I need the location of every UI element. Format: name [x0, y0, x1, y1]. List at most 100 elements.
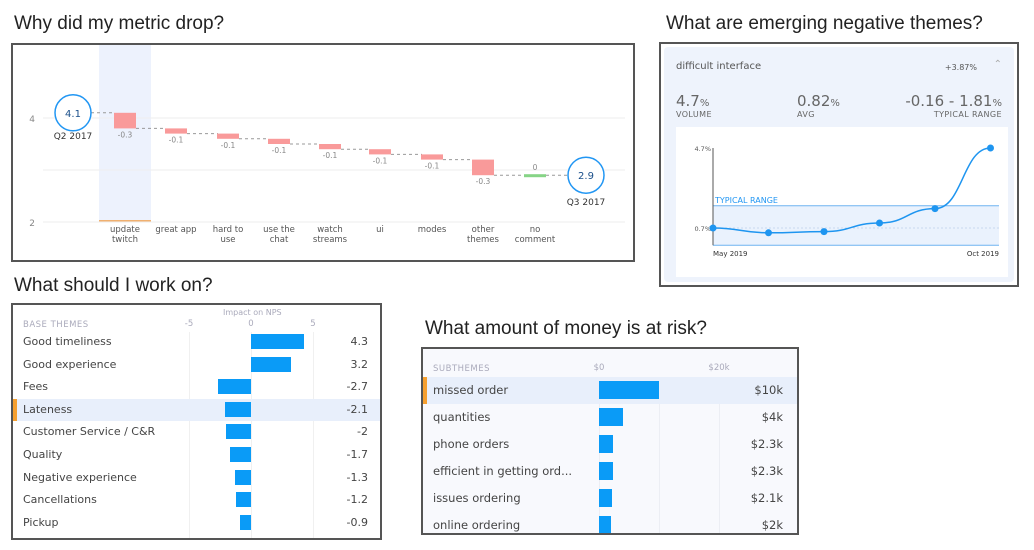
subtheme-row[interactable]: missed order $10k: [423, 377, 797, 404]
subtheme-row[interactable]: quantities $4k: [423, 404, 797, 431]
theme-label: Fees: [23, 380, 48, 394]
value-label: -0.1: [169, 136, 184, 145]
value-label: 0: [533, 163, 538, 172]
category-label: hard to: [213, 225, 244, 235]
impact-value: -1.7: [346, 448, 368, 461]
gridline: [251, 332, 252, 538]
theme-label: Cancellations: [23, 493, 97, 507]
stat-value: -0.16 - 1.81: [905, 92, 993, 110]
value-label: -0.1: [221, 141, 236, 150]
y-tick-label: 4: [29, 115, 35, 125]
theme-label: Customer Service / C&R: [23, 425, 156, 439]
stat-value: 0.82: [797, 92, 831, 110]
impact-value: -2.7: [346, 380, 368, 394]
theme-row[interactable]: Cancellations -1.2: [13, 489, 380, 511]
category-label: other: [472, 225, 495, 235]
stat-1: 0.82% AVG: [797, 91, 840, 119]
y-tick-label: 2: [29, 219, 35, 229]
data-point: [987, 144, 994, 152]
theme-label: Good timeliness: [23, 335, 112, 348]
x-tick-label: $0: [593, 363, 605, 373]
waterfall-bar: [165, 128, 187, 134]
money-bar: [599, 435, 613, 453]
stat-unit: %: [830, 98, 840, 109]
money-bar: [599, 516, 611, 533]
data-point: [765, 229, 772, 237]
category-label: themes: [467, 235, 499, 245]
stat-value: 4.7: [676, 92, 700, 110]
impact-value: -2: [357, 425, 368, 439]
impact-bar: [251, 356, 291, 372]
subtheme-row[interactable]: efficient in getting ord... $2.3k: [423, 458, 797, 485]
theme-row[interactable]: Good timeliness 4.3: [13, 331, 380, 353]
category-label: watch: [317, 225, 343, 235]
category-label: chat: [270, 235, 289, 245]
header-label: BASE THEMES: [23, 320, 89, 330]
stat-unit: %: [992, 98, 1002, 109]
theme-row[interactable]: Good experience 3.2: [13, 354, 380, 376]
theme-name: difficult interface: [676, 61, 762, 72]
header-label: SUBTHEMES: [433, 364, 491, 374]
theme-row[interactable]: Quality -1.7: [13, 444, 380, 466]
money-bar: [599, 408, 623, 426]
theme-label: Quality: [23, 448, 63, 461]
highlight-accent: [13, 398, 17, 421]
highlight-accent: [423, 377, 427, 404]
gridline: [719, 377, 720, 533]
waterfall-bar: [472, 159, 494, 176]
money-value: $10k: [754, 383, 783, 397]
theme-card[interactable]: difficult interface +3.87% ⌃ 4.7% VOLUME 0…: [664, 47, 1014, 282]
x-tick-label: 0: [248, 319, 254, 329]
collapse-chevron-icon[interactable]: ⌃: [993, 59, 1002, 70]
data-point: [876, 219, 883, 227]
end-period-label: Q3 2017: [567, 198, 606, 208]
work-on-title: What should I work on?: [14, 275, 213, 296]
subtheme-label: efficient in getting ord...: [433, 464, 573, 478]
money-bar: [599, 381, 659, 399]
money-value: $2.1k: [750, 491, 783, 505]
theme-row[interactable]: Negative experience -1.3: [13, 467, 380, 489]
category-label: modes: [418, 225, 447, 235]
theme-row[interactable]: Lateness -2.1: [13, 398, 380, 421]
money-value: $2.3k: [750, 437, 783, 451]
x-tick-label: 5: [310, 319, 316, 329]
value-label: -0.1: [272, 146, 287, 155]
theme-row[interactable]: Customer Service / C&R -2: [13, 421, 380, 443]
money-value: $4k: [761, 410, 783, 424]
money-value: $2.3k: [750, 464, 783, 478]
subtheme-row[interactable]: online ordering $2k: [423, 512, 797, 533]
category-label: streams: [313, 235, 348, 245]
category-label: use: [220, 235, 235, 245]
theme-row[interactable]: Fees -2.7: [13, 376, 380, 398]
start-value: 4.1: [65, 109, 81, 120]
start-value-circle: [54, 94, 92, 132]
money-risk-panel: SUBTHEMES $0 $20k missed order $10k quantitie…: [421, 347, 799, 535]
waterfall-bar: [217, 133, 239, 139]
stat-unit: %: [699, 98, 710, 109]
data-point: [709, 224, 717, 232]
volume-line-chart: TYPICAL RANGE 4.7% 0.7% May 2019 Oct 2019: [676, 127, 1008, 277]
theme-row[interactable]: Pickup -0.9: [13, 512, 380, 534]
stat-label: VOLUME: [676, 110, 712, 119]
subtheme-label: quantities: [433, 410, 491, 424]
theme-label: Lateness: [23, 402, 73, 416]
subtheme-label: online ordering: [433, 518, 521, 532]
emerging-theme-panel: difficult interface +3.87% ⌃ 4.7% VOLUME 0…: [659, 42, 1019, 287]
subtheme-row[interactable]: issues ordering $2.1k: [423, 485, 797, 512]
gridline: [313, 332, 314, 538]
theme-change: +3.87%: [944, 63, 977, 72]
impact-bar: [236, 492, 251, 508]
x-axis-label: Impact on NPS: [223, 308, 282, 317]
impact-value: -1.3: [346, 470, 368, 484]
subtheme-label: issues ordering: [433, 491, 521, 505]
value-label: -0.1: [425, 162, 440, 171]
impact-value: -2.1: [346, 402, 368, 416]
x-tick-label: Oct 2019: [967, 250, 999, 258]
value-label: -0.1: [373, 156, 388, 165]
waterfall-bar: [268, 138, 290, 144]
category-label: great app: [155, 225, 196, 235]
impact-bar: [234, 469, 251, 485]
impact-bar: [217, 379, 251, 395]
subtheme-row[interactable]: phone orders $2.3k: [423, 431, 797, 458]
x-tick-label: $20k: [708, 363, 730, 373]
